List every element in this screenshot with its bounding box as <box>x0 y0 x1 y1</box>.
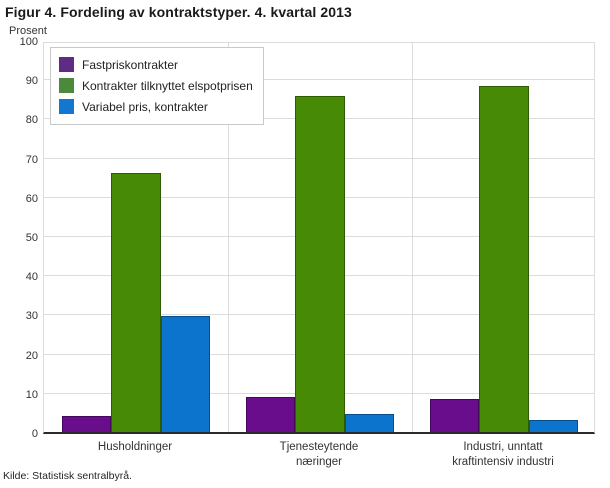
source-note: Kilde: Statistisk sentralbyrå. <box>3 470 132 482</box>
bar <box>479 85 529 432</box>
y-tick-label: 10 <box>25 388 38 401</box>
category-label-line: Husholdninger <box>97 441 173 453</box>
plot-area <box>43 42 595 434</box>
bar <box>344 413 395 432</box>
legend-label: Fastpriskontrakter <box>82 57 179 72</box>
category-separator <box>227 43 229 432</box>
y-tick-label: 20 <box>25 349 38 362</box>
category-label-line: kraftintensiv industri <box>452 456 554 468</box>
category-label: Industri, unntatt kraftintensiv industri <box>411 440 595 470</box>
legend-item: Kontrakter tilknyttet elspotprisen <box>59 75 253 96</box>
y-tick-label: 40 <box>25 271 38 284</box>
bar <box>160 316 211 432</box>
y-tick-label: 70 <box>25 153 38 166</box>
bar <box>429 399 480 432</box>
bar <box>528 420 579 432</box>
category-label-line: Tjenesteytende <box>279 441 359 453</box>
category-label: Tjenesteytende næringer <box>227 440 411 470</box>
category-separator <box>411 43 413 432</box>
y-tick-label: 100 <box>19 36 38 48</box>
legend-label: Variabel pris, kontrakter <box>82 99 208 114</box>
legend-swatch <box>59 99 74 114</box>
chart-title: Figur 4. Fordeling av kontraktstyper. 4.… <box>5 4 352 20</box>
bar <box>245 396 296 432</box>
bar <box>295 95 345 432</box>
category-label-line: Industri, unntatt <box>463 441 543 453</box>
legend-item: Variabel pris, kontrakter <box>59 96 253 117</box>
y-tick-label: 90 <box>25 75 38 88</box>
grid-line-h <box>44 79 594 81</box>
legend-swatch <box>59 57 74 72</box>
category-label-line: næringer <box>295 456 343 468</box>
y-tick-label: 0 <box>31 428 38 440</box>
y-tick-label: 30 <box>25 310 38 323</box>
bar <box>111 173 161 432</box>
y-tick-label: 80 <box>25 114 38 127</box>
legend: Fastpriskontrakter Kontrakter tilknyttet … <box>50 47 264 125</box>
y-tick-label: 60 <box>25 192 38 205</box>
bar <box>61 416 112 432</box>
y-axis-unit-label: Prosent <box>9 25 47 37</box>
legend-item: Fastpriskontrakter <box>59 54 253 75</box>
legend-label: Kontrakter tilknyttet elspotprisen <box>82 78 253 93</box>
category-label: Husholdninger <box>43 440 227 455</box>
legend-swatch <box>59 78 74 93</box>
y-tick-label: 50 <box>25 232 38 244</box>
